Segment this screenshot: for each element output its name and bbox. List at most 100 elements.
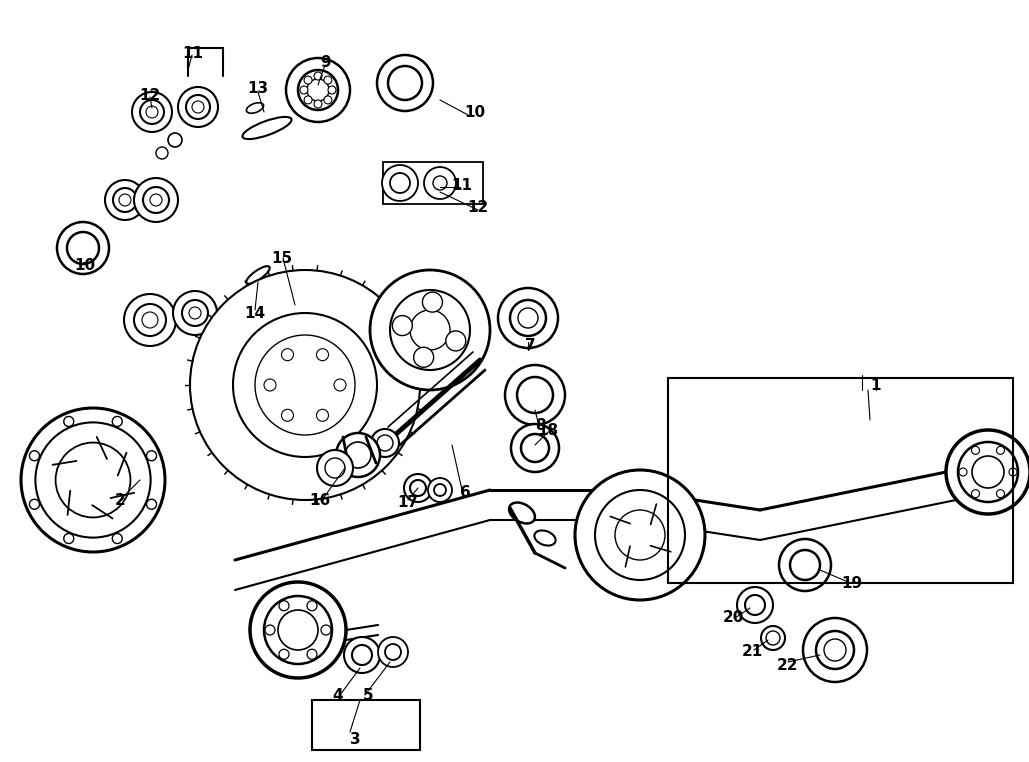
Circle shape — [325, 458, 345, 478]
Text: 14: 14 — [245, 306, 265, 321]
Circle shape — [307, 600, 317, 611]
Circle shape — [959, 468, 967, 476]
Circle shape — [388, 66, 422, 100]
Circle shape — [134, 304, 166, 336]
Circle shape — [146, 499, 156, 509]
Circle shape — [328, 86, 336, 94]
Circle shape — [64, 533, 74, 543]
Circle shape — [410, 310, 450, 350]
Text: 4: 4 — [332, 687, 344, 703]
Text: 5: 5 — [362, 687, 374, 703]
Text: 12: 12 — [467, 200, 489, 214]
Ellipse shape — [246, 266, 270, 283]
Circle shape — [745, 595, 765, 615]
Circle shape — [996, 490, 1004, 498]
Circle shape — [146, 106, 158, 118]
Circle shape — [324, 96, 332, 104]
Circle shape — [64, 417, 74, 427]
Circle shape — [35, 422, 150, 538]
Circle shape — [150, 190, 166, 206]
Circle shape — [250, 582, 346, 678]
Circle shape — [377, 435, 393, 451]
Circle shape — [766, 631, 780, 645]
Circle shape — [377, 55, 433, 111]
Circle shape — [946, 430, 1029, 514]
Text: 19: 19 — [842, 575, 862, 591]
Circle shape — [344, 637, 380, 673]
Circle shape — [433, 176, 447, 190]
Circle shape — [737, 587, 773, 623]
Circle shape — [958, 442, 1018, 502]
Ellipse shape — [509, 502, 535, 523]
Circle shape — [146, 451, 156, 461]
Text: 18: 18 — [537, 422, 559, 437]
Circle shape — [521, 434, 549, 462]
Circle shape — [505, 365, 565, 425]
Circle shape — [265, 625, 275, 635]
Text: 3: 3 — [350, 732, 360, 748]
Circle shape — [182, 300, 208, 326]
Circle shape — [345, 442, 371, 468]
Circle shape — [279, 649, 289, 659]
Circle shape — [385, 644, 401, 660]
Ellipse shape — [243, 117, 291, 139]
Bar — [312, 700, 420, 750]
Circle shape — [314, 100, 322, 108]
Circle shape — [134, 178, 178, 222]
Circle shape — [112, 533, 122, 543]
Circle shape — [321, 625, 331, 635]
Circle shape — [446, 331, 466, 351]
Circle shape — [307, 649, 317, 659]
Circle shape — [790, 550, 820, 580]
Circle shape — [57, 222, 109, 274]
Circle shape — [423, 292, 442, 312]
Circle shape — [336, 433, 380, 477]
Circle shape — [156, 147, 168, 159]
Circle shape — [305, 76, 312, 84]
Circle shape — [803, 618, 867, 682]
Circle shape — [378, 637, 409, 667]
Circle shape — [113, 188, 137, 212]
Circle shape — [317, 349, 328, 360]
Text: 9: 9 — [321, 55, 331, 69]
Circle shape — [314, 72, 322, 80]
Text: 21: 21 — [741, 645, 762, 659]
Circle shape — [595, 490, 685, 580]
Circle shape — [186, 95, 210, 119]
Circle shape — [255, 335, 355, 435]
Circle shape — [67, 232, 99, 264]
Circle shape — [382, 165, 418, 201]
Circle shape — [300, 86, 308, 94]
Circle shape — [972, 456, 1004, 488]
Text: 7: 7 — [525, 338, 535, 353]
Circle shape — [410, 480, 426, 496]
Circle shape — [21, 408, 165, 552]
Ellipse shape — [246, 103, 263, 114]
Text: 10: 10 — [74, 258, 96, 273]
Circle shape — [233, 313, 377, 457]
Text: 22: 22 — [777, 658, 799, 673]
Text: 15: 15 — [272, 251, 292, 265]
Bar — [383, 162, 483, 204]
Circle shape — [779, 539, 831, 591]
Circle shape — [286, 58, 350, 122]
Circle shape — [371, 429, 399, 457]
Circle shape — [279, 600, 289, 611]
Text: 17: 17 — [397, 495, 419, 510]
Circle shape — [112, 417, 122, 427]
Circle shape — [264, 379, 276, 391]
Circle shape — [414, 347, 433, 367]
Circle shape — [143, 187, 169, 213]
Circle shape — [278, 610, 318, 650]
Circle shape — [517, 377, 553, 413]
Circle shape — [168, 133, 182, 147]
Circle shape — [178, 87, 218, 127]
Circle shape — [307, 79, 329, 101]
Circle shape — [190, 270, 420, 500]
Circle shape — [192, 101, 204, 113]
Text: 20: 20 — [722, 610, 744, 626]
Circle shape — [125, 294, 176, 346]
Circle shape — [575, 470, 705, 600]
Circle shape — [971, 490, 980, 498]
Text: 12: 12 — [139, 88, 161, 103]
